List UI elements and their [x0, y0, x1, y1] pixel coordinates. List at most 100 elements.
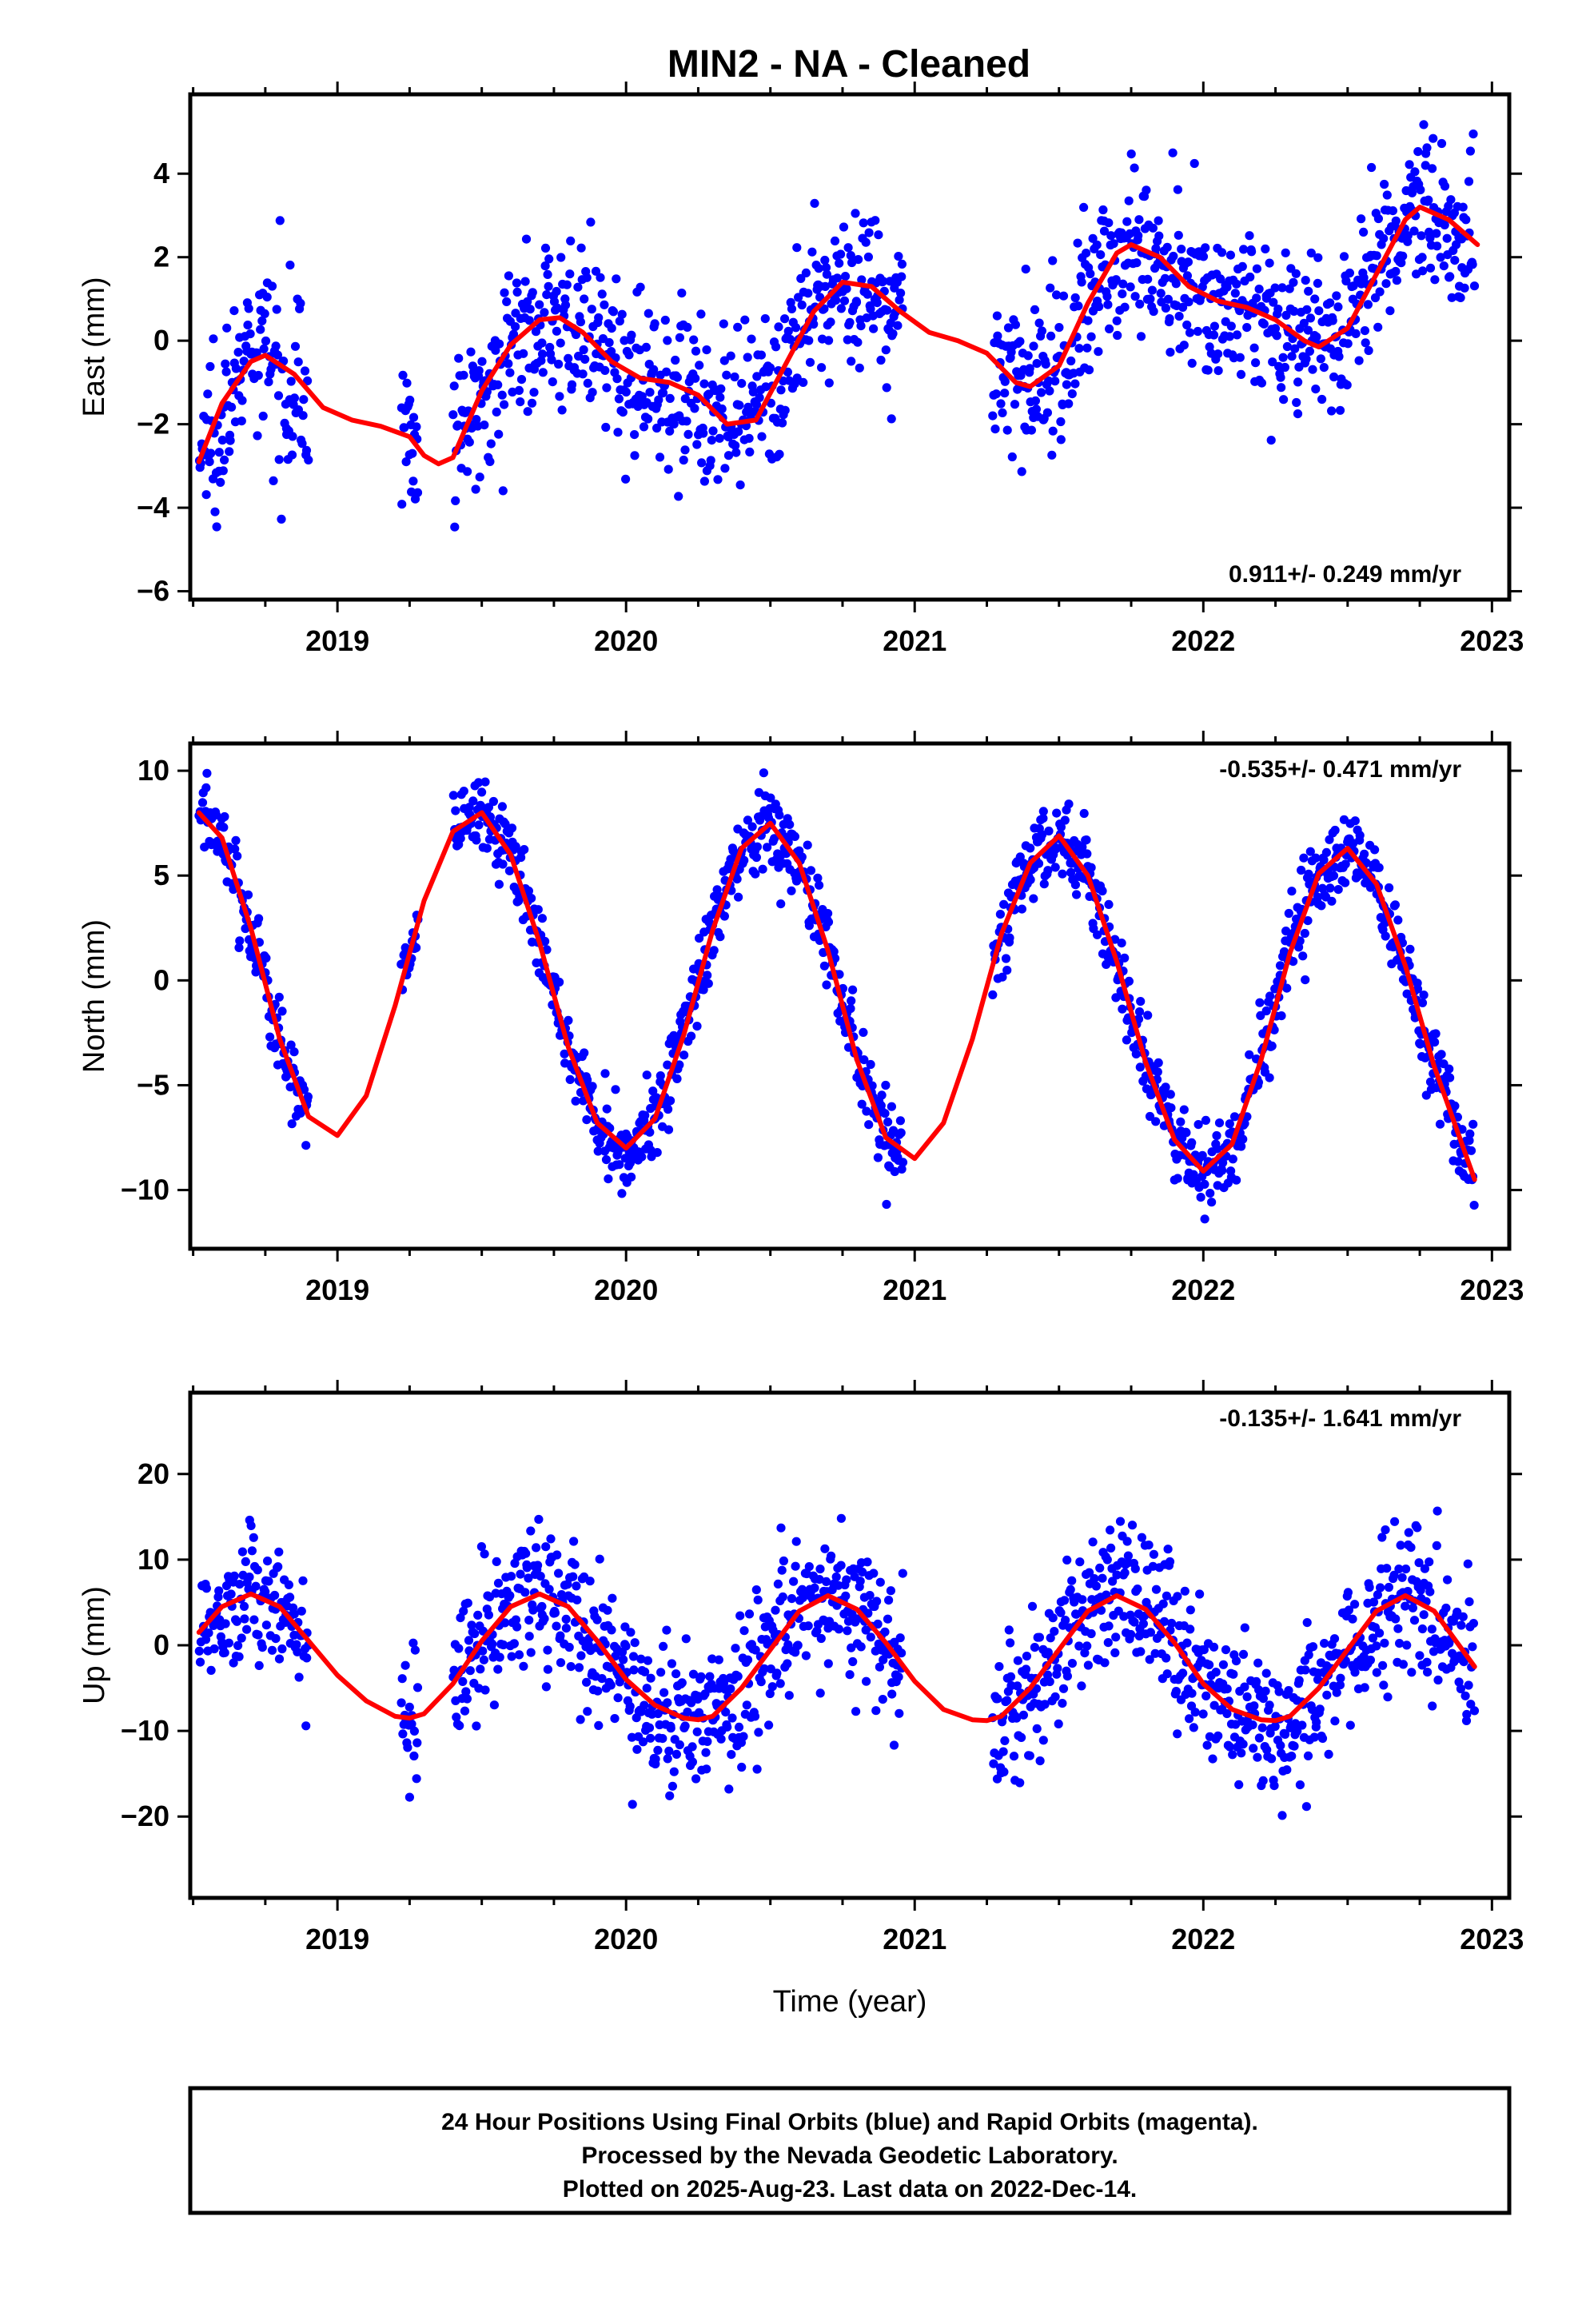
- up-point: [1261, 1668, 1271, 1678]
- up-point: [1035, 1756, 1045, 1766]
- east-point: [1046, 283, 1055, 293]
- east-point: [524, 316, 534, 325]
- east-point: [630, 430, 640, 440]
- east-point: [1299, 318, 1309, 328]
- east-point: [1030, 305, 1040, 314]
- east-point: [212, 522, 221, 532]
- east-point: [840, 272, 851, 281]
- up-point: [289, 1609, 299, 1619]
- up-point: [229, 1571, 239, 1581]
- up-point: [683, 1707, 692, 1717]
- east-point: [1209, 321, 1219, 331]
- east-point: [293, 357, 303, 367]
- east-point: [1251, 358, 1261, 368]
- up-point: [1002, 1696, 1012, 1705]
- east-point: [1291, 269, 1301, 278]
- east-point: [1143, 274, 1153, 284]
- up-point: [1414, 1558, 1424, 1568]
- up-point: [1237, 1748, 1246, 1758]
- up-point: [705, 1672, 715, 1681]
- y-tick-label: 10: [137, 1543, 169, 1576]
- north-point: [261, 953, 271, 963]
- up-point: [526, 1526, 536, 1536]
- east-point: [260, 309, 269, 318]
- north-point: [752, 842, 763, 851]
- east-point: [1015, 337, 1025, 346]
- north-point: [1413, 984, 1423, 994]
- up-point: [1377, 1533, 1387, 1542]
- north-point: [1196, 1193, 1205, 1202]
- east-point: [708, 426, 718, 436]
- x-tick-label: 2021: [883, 1923, 946, 1955]
- up-point: [1104, 1621, 1114, 1631]
- east-point: [663, 464, 673, 474]
- east-point: [554, 359, 564, 369]
- north-point: [652, 1093, 661, 1102]
- up-point: [791, 1561, 800, 1571]
- east-point: [264, 377, 273, 387]
- east-point: [580, 354, 590, 364]
- y-tick-label: −10: [121, 1714, 169, 1747]
- up-point: [1062, 1672, 1072, 1681]
- up-point: [247, 1546, 257, 1556]
- up-point: [550, 1608, 560, 1618]
- east-point: [267, 281, 277, 291]
- up-point: [731, 1644, 740, 1653]
- north-point: [1200, 1214, 1209, 1224]
- up-point: [1308, 1642, 1318, 1652]
- east-point: [597, 289, 607, 299]
- up-point: [1276, 1740, 1285, 1750]
- east-point: [1209, 330, 1219, 340]
- north-point: [580, 1048, 589, 1058]
- up-point: [302, 1653, 312, 1663]
- east-point: [1201, 243, 1210, 253]
- up-point: [627, 1732, 637, 1742]
- up-point: [734, 1722, 744, 1732]
- up-point: [458, 1676, 468, 1686]
- up-point: [1127, 1521, 1138, 1530]
- east-point: [1032, 359, 1042, 369]
- north-point: [1104, 899, 1114, 909]
- up-point: [651, 1754, 660, 1764]
- east-point: [1044, 376, 1054, 386]
- up-point: [253, 1630, 263, 1640]
- up-point: [610, 1714, 620, 1724]
- east-point: [820, 281, 830, 291]
- up-point: [1372, 1641, 1381, 1651]
- east-point: [1096, 250, 1106, 260]
- up-point: [1112, 1570, 1122, 1580]
- up-point: [716, 1734, 726, 1744]
- east-point: [851, 209, 860, 218]
- east-point: [450, 522, 460, 532]
- up-point: [1186, 1605, 1195, 1615]
- east-point: [1177, 245, 1186, 254]
- up-point: [1167, 1618, 1177, 1628]
- east-point: [1183, 257, 1193, 267]
- up-point: [869, 1569, 879, 1578]
- north-model-curve: [196, 810, 1477, 1182]
- north-point: [692, 1022, 702, 1031]
- east-point: [1235, 353, 1245, 362]
- up-point: [834, 1581, 843, 1590]
- up-point: [1021, 1664, 1031, 1674]
- east-point: [817, 363, 827, 373]
- up-point: [285, 1593, 295, 1602]
- up-point: [1425, 1557, 1434, 1567]
- east-point: [402, 378, 412, 388]
- up-point: [1046, 1633, 1055, 1643]
- east-point: [1048, 256, 1058, 265]
- east-point: [1182, 271, 1192, 281]
- east-point: [641, 342, 652, 352]
- up-point: [1138, 1619, 1148, 1628]
- up-point: [1067, 1659, 1077, 1668]
- east-point: [1074, 344, 1084, 353]
- east-point: [1437, 138, 1447, 149]
- up-point: [1402, 1640, 1412, 1650]
- east-point: [220, 455, 229, 465]
- north-point: [254, 914, 264, 923]
- up-point: [398, 1729, 408, 1739]
- east-point: [809, 319, 819, 329]
- east-point: [1134, 215, 1144, 225]
- up-point: [1180, 1586, 1190, 1596]
- north-point: [1289, 957, 1298, 967]
